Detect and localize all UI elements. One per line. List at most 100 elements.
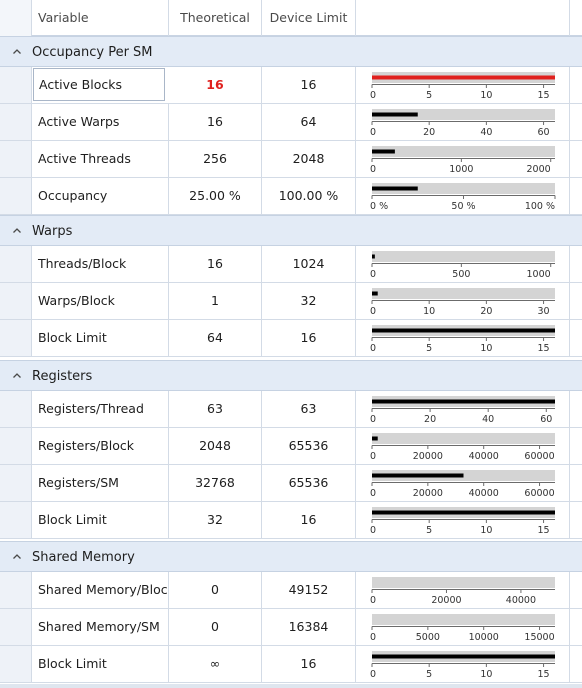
bar-gauge-cell: 0 5 10 15 — [356, 502, 570, 538]
bar-track — [372, 433, 555, 444]
table-row[interactable]: Registers/Block 2048 65536 0 20000 40000 60000 — [0, 428, 582, 465]
bar-tick-label: 0 — [370, 451, 376, 462]
table-row[interactable]: Registers/Thread 63 63 0 20 40 60 — [0, 391, 582, 428]
chevron-up-icon[interactable] — [12, 45, 22, 55]
bar-fill — [372, 149, 395, 154]
bar-tick-label: 100 % — [525, 201, 555, 212]
variable-cell[interactable]: Block Limit — [32, 502, 169, 538]
theoretical-cell: 16 — [169, 67, 262, 103]
device-limit-cell: 65536 — [262, 465, 356, 501]
variable-cell[interactable]: Active Blocks — [33, 68, 165, 101]
table-row[interactable]: Active Threads 256 2048 0 1000 2000 — [0, 141, 582, 178]
group-header-shared-memory[interactable]: Shared Memory — [0, 541, 582, 572]
variable-cell[interactable]: Occupancy — [32, 178, 169, 214]
bar-fill — [372, 186, 418, 191]
variable-cell[interactable]: Registers/Thread — [32, 391, 169, 427]
variable-cell[interactable]: Block Limit — [32, 646, 169, 682]
table-row[interactable]: Shared Memory/Block 0 49152 0 20000 40000 — [0, 572, 582, 609]
bar-tick-label: 10 — [423, 306, 435, 317]
device-limit-cell: 49152 — [262, 572, 356, 608]
table-row[interactable]: Threads/Block 16 1024 0 500 1000 — [0, 246, 582, 283]
group-title: Warps — [32, 224, 73, 239]
variable-cell[interactable]: Block Limit — [32, 320, 169, 356]
table-row[interactable]: Block Limit 32 16 0 5 10 15 — [0, 502, 582, 539]
bar-tick-label: 0 — [370, 488, 376, 499]
table-row[interactable]: Warps/Block 1 32 0 10 20 30 — [0, 283, 582, 320]
header-variable[interactable]: Variable — [32, 0, 169, 36]
bar-tick-label: 60 — [540, 414, 552, 425]
bar-fill — [372, 654, 555, 659]
chevron-up-icon[interactable] — [12, 550, 22, 560]
bar-tick-label: 500 — [452, 269, 470, 280]
bar-fill — [372, 254, 375, 259]
variable-cell[interactable]: Registers/Block — [32, 428, 169, 464]
row-indent — [0, 391, 32, 427]
row-indent — [0, 141, 32, 177]
bar-gauge-cell: 0 1000 2000 — [356, 141, 570, 177]
bar-gauge-cell: 0 500 1000 — [356, 246, 570, 282]
group-header-registers[interactable]: Registers — [0, 360, 582, 391]
row-indent — [0, 67, 32, 103]
device-limit-cell: 16 — [262, 67, 356, 103]
grid-header: Variable Theoretical Device Limit — [0, 0, 582, 36]
variable-cell[interactable]: Registers/SM — [32, 465, 169, 501]
variable-cell[interactable]: Shared Memory/SM — [32, 609, 169, 645]
row-indent — [0, 283, 32, 319]
bar-gauge-cell: 0 20 40 60 — [356, 391, 570, 427]
variable-cell[interactable]: Threads/Block — [32, 246, 169, 282]
table-row[interactable]: Active Blocks 16 16 0 5 10 15 — [0, 67, 582, 104]
bar-gauge-cell: 0 5000 10000 15000 — [356, 609, 570, 645]
theoretical-cell: 16 — [169, 104, 262, 140]
variable-cell[interactable]: Shared Memory/Block — [32, 572, 169, 608]
bar-tick-label: 0 — [370, 164, 376, 175]
bar-gauge-cell: 0 20000 40000 60000 — [356, 428, 570, 464]
bar-tick-label: 60000 — [524, 451, 554, 462]
row-indent — [0, 246, 32, 282]
bar-tick-label: 5 — [426, 669, 432, 680]
theoretical-cell: 32768 — [169, 465, 262, 501]
device-limit-cell: 63 — [262, 391, 356, 427]
theoretical-cell: 63 — [169, 391, 262, 427]
bar-fill — [372, 328, 555, 333]
bar-gauge-cell: 0 20000 40000 — [356, 572, 570, 608]
theoretical-cell: 0 — [169, 572, 262, 608]
table-row[interactable]: Shared Memory/SM 0 16384 0 5000 10000 15000 — [0, 609, 582, 646]
bar-tick-label: 60000 — [524, 488, 554, 499]
device-limit-cell: 1024 — [262, 246, 356, 282]
chevron-up-icon[interactable] — [12, 224, 22, 234]
bar-track — [372, 577, 555, 588]
theoretical-cell: 2048 — [169, 428, 262, 464]
group-header-warps[interactable]: Warps — [0, 215, 582, 246]
bar-tick-label: 10 — [480, 669, 492, 680]
table-row[interactable]: Block Limit 64 16 0 5 10 15 — [0, 320, 582, 357]
bar-gauge: 0 5 10 15 — [370, 651, 555, 680]
chevron-up-icon[interactable] — [12, 369, 22, 379]
theoretical-cell: 25.00 % — [169, 178, 262, 214]
header-device-limit[interactable]: Device Limit — [262, 0, 356, 36]
header-theoretical[interactable]: Theoretical — [169, 0, 262, 36]
variable-cell[interactable]: Active Threads — [32, 141, 169, 177]
table-row[interactable]: Active Warps 16 64 0 20 40 60 — [0, 104, 582, 141]
table-row[interactable]: Occupancy 25.00 % 100.00 % 0 % 50 % 100 % — [0, 178, 582, 215]
bar-tick-label: 2000 — [527, 164, 551, 175]
bar-track — [372, 146, 555, 157]
bar-tick-label: 15 — [538, 90, 550, 101]
bar-tick-label: 10000 — [469, 632, 499, 643]
group-header-occupancy-per-sm[interactable]: Occupancy Per SM — [0, 36, 582, 67]
table-row[interactable]: Block Limit ∞ 16 0 5 10 15 — [0, 646, 582, 683]
row-indent — [0, 502, 32, 538]
theoretical-cell: ∞ — [169, 646, 262, 682]
bar-tick-label: 40000 — [506, 595, 536, 606]
variable-cell[interactable]: Warps/Block — [32, 283, 169, 319]
bar-fill — [372, 291, 378, 296]
device-limit-cell: 64 — [262, 104, 356, 140]
bar-tick-label: 15 — [538, 525, 550, 536]
device-limit-cell: 65536 — [262, 428, 356, 464]
variable-cell[interactable]: Active Warps — [32, 104, 169, 140]
bar-gauge: 0 10 20 30 — [370, 288, 555, 317]
bar-tick-label: 0 — [370, 127, 376, 138]
table-row[interactable]: Registers/SM 32768 65536 0 20000 40000 60000 — [0, 465, 582, 502]
bar-gauge: 0 20 40 60 — [370, 109, 555, 138]
bar-gauge: 0 20 40 60 — [370, 396, 555, 425]
